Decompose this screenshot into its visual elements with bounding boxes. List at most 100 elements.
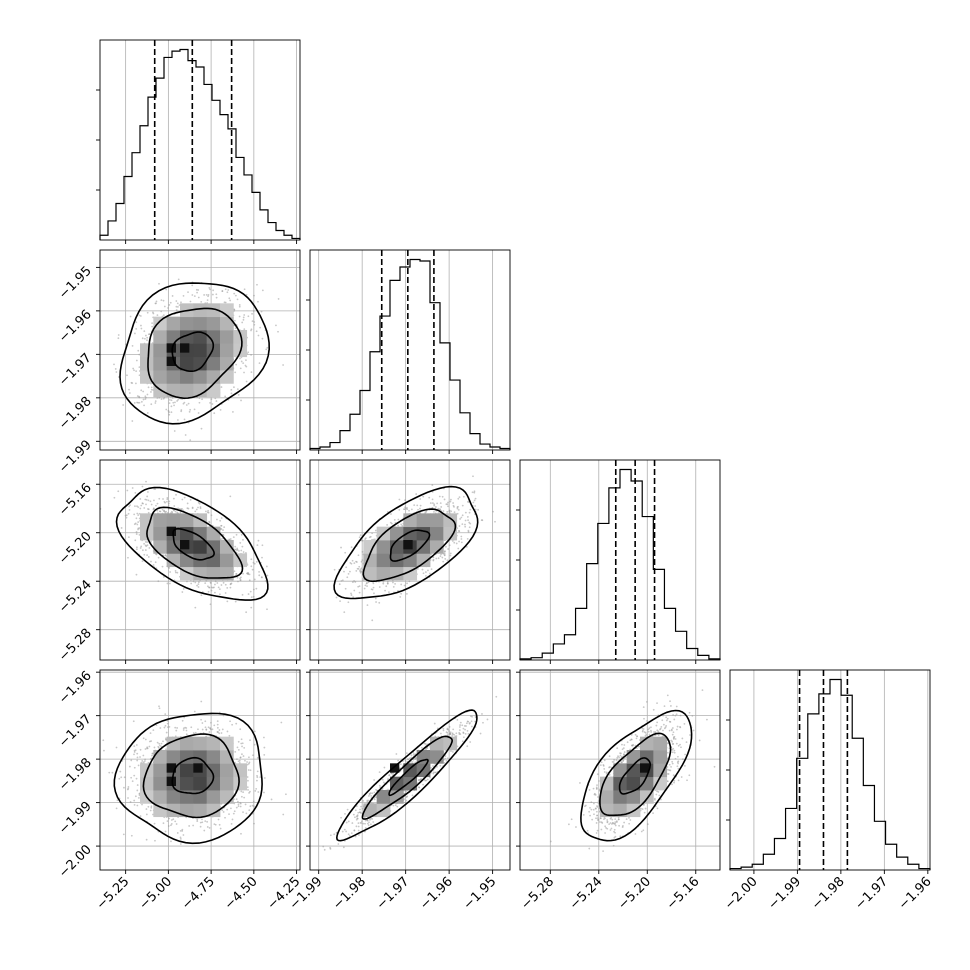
- sample-point: [345, 821, 348, 824]
- sample-point: [190, 582, 193, 585]
- density-cell: [140, 370, 154, 384]
- sample-point: [486, 718, 489, 721]
- sample-point: [245, 293, 248, 296]
- sample-point: [139, 315, 142, 317]
- sample-point: [588, 789, 591, 791]
- sample-point: [237, 740, 240, 743]
- sample-point: [350, 592, 352, 595]
- sample-point: [247, 351, 250, 354]
- sample-point: [667, 773, 670, 775]
- sample-point: [392, 581, 394, 584]
- sample-point: [148, 740, 151, 743]
- sample-point: [207, 590, 210, 593]
- sample-point: [152, 729, 155, 732]
- sample-point: [611, 821, 614, 824]
- sample-point: [386, 582, 389, 585]
- sample-point: [413, 504, 416, 507]
- sample-point: [176, 832, 179, 834]
- sample-point: [688, 774, 691, 777]
- sample-point: [220, 584, 223, 586]
- sample-point: [127, 512, 130, 515]
- sample-point: [406, 582, 408, 585]
- sample-point: [611, 823, 613, 825]
- sample-point: [179, 837, 182, 840]
- sample-point: [237, 805, 240, 808]
- sample-point: [253, 578, 256, 581]
- sample-point: [360, 570, 363, 573]
- sample-point: [216, 582, 219, 584]
- sample-point: [386, 581, 389, 583]
- sample-point: [370, 794, 373, 797]
- sample-point: [677, 767, 680, 770]
- density-peak: [166, 526, 176, 536]
- sample-point: [654, 731, 657, 734]
- sample-point: [181, 498, 184, 501]
- sample-point: [672, 731, 675, 734]
- sample-point: [458, 525, 461, 527]
- y-tick-label: −5.16: [56, 480, 95, 519]
- sample-point: [152, 311, 154, 314]
- sample-point: [465, 725, 467, 727]
- sample-point: [115, 807, 118, 810]
- sample-point: [233, 570, 236, 573]
- sample-point: [448, 730, 450, 732]
- sample-point: [350, 594, 353, 596]
- sample-point: [256, 544, 259, 547]
- sample-point: [350, 832, 353, 835]
- sample-point: [166, 726, 169, 729]
- sample-point: [634, 833, 637, 835]
- sample-point: [162, 740, 164, 743]
- sample-point: [593, 793, 596, 796]
- sample-point: [387, 778, 389, 780]
- sample-point: [393, 519, 396, 521]
- sample-point: [347, 833, 350, 836]
- sample-point: [669, 700, 671, 703]
- sample-point: [343, 611, 346, 614]
- sample-point: [670, 739, 673, 742]
- x-tick-label: −5.16: [664, 874, 703, 913]
- density-cell: [206, 790, 221, 804]
- sample-point: [643, 717, 645, 720]
- sample-point: [210, 589, 213, 592]
- sample-point: [621, 748, 624, 751]
- sample-point: [136, 789, 139, 792]
- sample-point: [222, 811, 225, 813]
- sample-point: [252, 754, 254, 757]
- density-cell: [206, 803, 221, 818]
- sample-point: [645, 701, 648, 703]
- sample-point: [209, 603, 212, 606]
- density-cell: [416, 553, 431, 568]
- panel-frame: [729, 669, 931, 871]
- sample-point: [134, 749, 137, 752]
- sample-point: [427, 569, 429, 572]
- sample-point: [174, 726, 177, 729]
- panel-content: [113, 278, 284, 442]
- scatter-panel-2-3: −5.28 −5.24 −5.20 −5.16: [516, 669, 721, 913]
- sample-point: [242, 362, 245, 365]
- sample-point: [382, 582, 385, 585]
- density-cell: [376, 566, 391, 581]
- sample-point: [382, 580, 385, 583]
- sample-point: [165, 408, 168, 411]
- sample-point: [358, 585, 361, 588]
- sample-point: [197, 581, 200, 584]
- sample-point: [130, 776, 133, 779]
- sample-point: [430, 568, 433, 571]
- sample-point: [356, 561, 358, 563]
- sample-point: [206, 820, 209, 823]
- sample-point: [613, 822, 616, 825]
- density-cell: [640, 750, 654, 764]
- contour-line: [147, 307, 243, 400]
- sample-point: [359, 811, 361, 814]
- sample-point: [141, 760, 144, 762]
- sample-point: [466, 729, 469, 732]
- sample-point: [209, 727, 212, 730]
- sample-point: [444, 757, 447, 760]
- density-cell: [180, 776, 194, 791]
- sample-point: [158, 396, 161, 399]
- sample-point: [371, 792, 374, 795]
- sample-point: [199, 825, 202, 828]
- sample-point: [655, 724, 658, 727]
- sample-point: [136, 546, 138, 549]
- sample-point: [361, 559, 364, 561]
